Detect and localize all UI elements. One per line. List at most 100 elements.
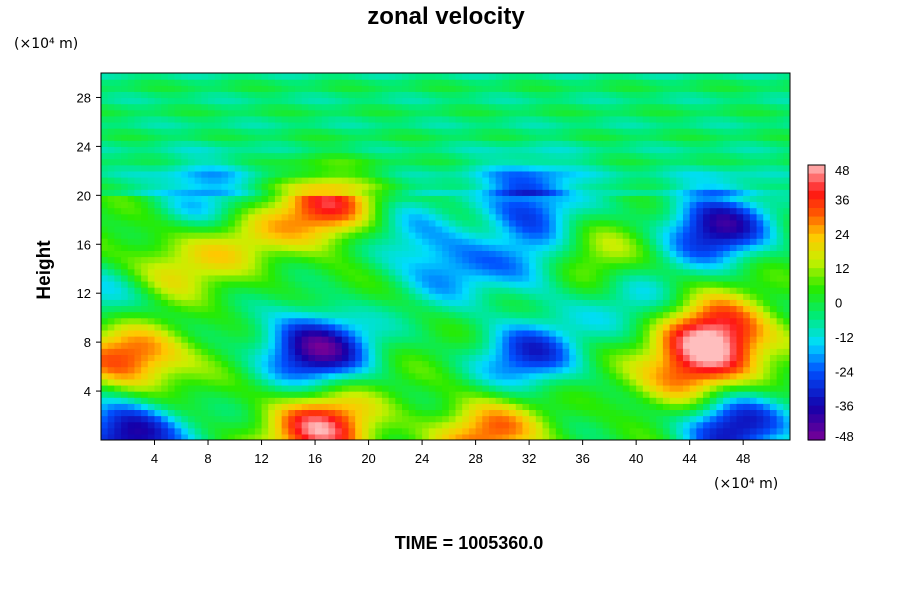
heatmap-cell <box>682 183 691 190</box>
heatmap-cell <box>769 317 778 325</box>
heatmap-cell <box>642 391 651 398</box>
heatmap-cell <box>402 287 410 294</box>
heatmap-cell <box>294 329 303 337</box>
heatmap-cell <box>161 250 169 258</box>
heatmap-cell <box>522 225 530 233</box>
heatmap-cell <box>181 354 189 362</box>
heatmap-cell <box>743 317 751 325</box>
heatmap-cell <box>114 176 122 184</box>
heatmap-cell <box>194 360 202 368</box>
heatmap-cell <box>756 317 764 325</box>
heatmap-cell <box>228 176 236 184</box>
heatmap-cell <box>395 397 403 404</box>
heatmap-cell <box>622 372 631 380</box>
heatmap-cell <box>462 158 470 166</box>
heatmap-cell <box>147 238 156 245</box>
heatmap-cell <box>381 152 390 160</box>
heatmap-cell <box>582 268 590 276</box>
heatmap-cell <box>381 427 390 435</box>
heatmap-cell <box>402 262 410 270</box>
heatmap-cell <box>448 238 457 245</box>
heatmap-cell <box>709 280 718 288</box>
heatmap-cell <box>616 195 624 203</box>
heatmap-cell <box>629 207 637 215</box>
heatmap-cell <box>121 164 129 172</box>
heatmap-cell <box>381 391 390 398</box>
heatmap-cell <box>488 372 497 380</box>
heatmap-cell <box>442 207 450 215</box>
heatmap-cell <box>743 311 751 319</box>
heatmap-cell <box>395 305 403 313</box>
heatmap-cell <box>315 225 323 233</box>
heatmap-cell <box>535 433 544 440</box>
heatmap-cell <box>455 299 463 307</box>
heatmap-cell <box>248 176 256 184</box>
heatmap-cell <box>589 183 597 190</box>
heatmap-cell <box>616 354 624 362</box>
heatmap-cell <box>101 329 109 337</box>
heatmap-cell <box>682 311 691 319</box>
heatmap-cell <box>395 140 403 147</box>
heatmap-cell <box>274 256 283 264</box>
heatmap-cell <box>616 391 624 398</box>
heatmap-cell <box>616 329 624 337</box>
heatmap-cell <box>315 219 323 227</box>
heatmap-cell <box>448 146 457 154</box>
heatmap-cell <box>703 287 711 294</box>
heatmap-cell <box>475 250 483 258</box>
heatmap-cell <box>676 336 684 343</box>
heatmap-cell <box>703 403 711 411</box>
heatmap-cell <box>428 274 437 282</box>
heatmap-cell <box>214 201 223 209</box>
heatmap-cell <box>522 305 530 313</box>
heatmap-cell <box>622 207 631 215</box>
heatmap-cell <box>194 195 202 203</box>
heatmap-cell <box>328 433 336 440</box>
heatmap-cell <box>254 250 263 258</box>
heatmap-cell <box>428 219 437 227</box>
heatmap-cell <box>395 250 403 258</box>
heatmap-cell <box>201 317 209 325</box>
heatmap-cell <box>656 268 664 276</box>
heatmap-cell <box>381 342 390 349</box>
heatmap-cell <box>194 146 202 154</box>
heatmap-cell <box>662 262 671 270</box>
heatmap-cell <box>448 342 457 349</box>
heatmap-cell <box>582 256 590 264</box>
heatmap-cell <box>208 433 216 440</box>
heatmap-cell <box>241 280 249 288</box>
heatmap-cell <box>208 403 216 411</box>
heatmap-cell <box>335 336 343 343</box>
heatmap-cell <box>448 415 457 423</box>
heatmap-cell <box>114 244 122 251</box>
heatmap-cell <box>776 219 784 227</box>
heatmap-cell <box>147 274 156 282</box>
heatmap-cell <box>194 409 202 417</box>
heatmap-cell <box>749 384 758 392</box>
heatmap-cell <box>328 164 336 172</box>
heatmap-cell <box>174 268 182 276</box>
heatmap-cell <box>462 433 470 440</box>
heatmap-cell <box>154 348 162 355</box>
heatmap-cell <box>395 329 403 337</box>
heatmap-cell <box>208 183 216 190</box>
heatmap-cell <box>288 299 296 307</box>
heatmap-cell <box>736 372 744 380</box>
heatmap-cell <box>261 164 269 172</box>
heatmap-cell <box>636 433 644 440</box>
heatmap-cell <box>415 195 423 203</box>
heatmap-cell <box>254 274 263 282</box>
heatmap-cell <box>228 232 236 239</box>
heatmap-cell <box>228 158 236 166</box>
heatmap-cell <box>402 146 410 154</box>
heatmap-cell <box>575 299 584 307</box>
heatmap-cell <box>482 170 490 178</box>
heatmap-cell <box>147 158 156 166</box>
heatmap-cell <box>475 201 483 209</box>
heatmap-cell <box>114 170 122 178</box>
heatmap-cell <box>134 391 142 398</box>
heatmap-cell <box>656 176 664 184</box>
heatmap-cell <box>462 274 470 282</box>
heatmap-cell <box>482 421 490 429</box>
heatmap-cell <box>415 311 423 319</box>
